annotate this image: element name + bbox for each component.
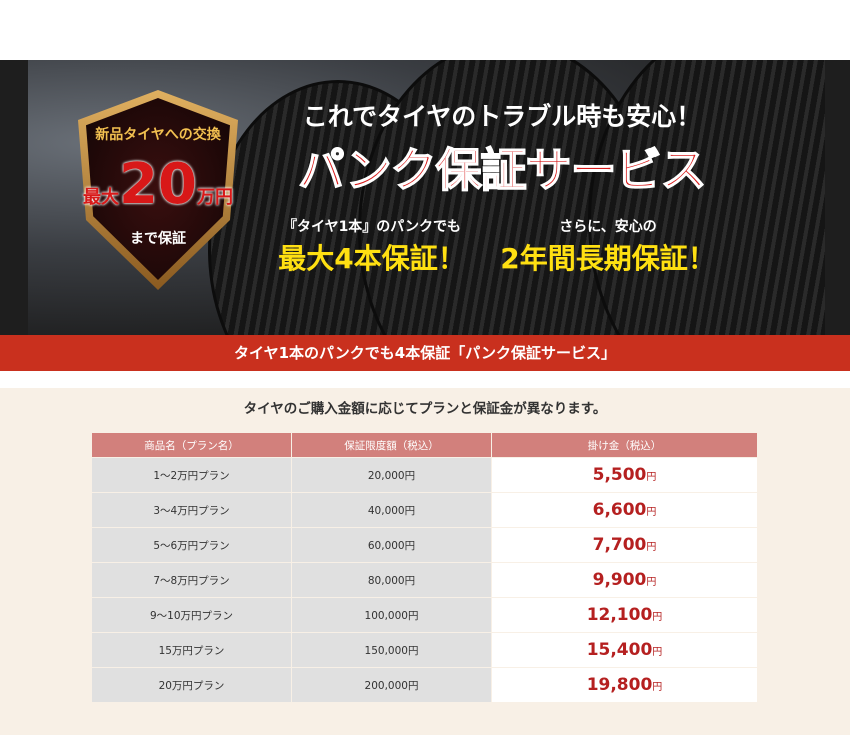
table-row: 20万円プラン 200,000円 19,800円 bbox=[91, 667, 758, 703]
tire-image bbox=[28, 60, 825, 335]
header-plan: 商品名（プラン名） bbox=[91, 432, 292, 458]
badge-amount: 最大20万円 bbox=[83, 152, 233, 217]
plan-name: 7〜8万円プラン bbox=[91, 562, 292, 598]
limit: 100,000円 bbox=[291, 597, 492, 633]
table-row: 15万円プラン 150,000円 15,400円 bbox=[91, 632, 758, 668]
badge-bottom: まで保証 bbox=[130, 231, 186, 247]
table-row: 1〜2万円プラン 20,000円 5,500円 bbox=[91, 457, 758, 493]
point1-sub: 『タイヤ1本』のパンクでも bbox=[282, 219, 462, 235]
badge-top: 新品タイヤへの交換 bbox=[95, 127, 221, 143]
headline: これでタイヤのトラブル時も安心！ bbox=[302, 102, 702, 131]
limit: 40,000円 bbox=[291, 492, 492, 528]
plan-name: 1〜2万円プラン bbox=[91, 457, 292, 493]
plan-name: 3〜4万円プラン bbox=[91, 492, 292, 528]
section-heading: タイヤ1本のパンクでも4本保証「パンク保証サービス」 bbox=[0, 335, 850, 371]
fee: 7,700円 bbox=[491, 527, 758, 563]
point1-main: 最大4本保証！ bbox=[278, 242, 466, 275]
header-limit: 保証限度額（税込） bbox=[291, 432, 492, 458]
table-row: 5〜6万円プラン 60,000円 7,700円 bbox=[91, 527, 758, 563]
plan-name: 9〜10万円プラン bbox=[91, 597, 292, 633]
banner-title: パンク保証サービス bbox=[298, 142, 708, 198]
fee: 5,500円 bbox=[491, 457, 758, 493]
limit: 80,000円 bbox=[291, 562, 492, 598]
table-row: 3〜4万円プラン 40,000円 6,600円 bbox=[91, 492, 758, 528]
fee: 9,900円 bbox=[491, 562, 758, 598]
fee: 6,600円 bbox=[491, 492, 758, 528]
header-fee: 掛け金（税込） bbox=[491, 432, 758, 458]
plan-table: 商品名（プラン名） 保証限度額（税込） 掛け金（税込） 1〜2万円プラン 20,0… bbox=[91, 432, 758, 703]
fee: 19,800円 bbox=[491, 667, 758, 703]
table-row: 9〜10万円プラン 100,000円 12,100円 bbox=[91, 597, 758, 633]
fee: 15,400円 bbox=[491, 632, 758, 668]
plan-name: 5〜6万円プラン bbox=[91, 527, 292, 563]
limit: 20,000円 bbox=[291, 457, 492, 493]
limit: 150,000円 bbox=[291, 632, 492, 668]
limit: 60,000円 bbox=[291, 527, 492, 563]
hero-banner: 新品タイヤへの交換 最大20万円 まで保証 これでタイヤのトラブル時も安心！ パ… bbox=[0, 60, 850, 335]
point2-main: 2年間長期保証！ bbox=[500, 242, 716, 275]
point2-sub: さらに、安心の bbox=[559, 219, 657, 235]
plan-name: 20万円プラン bbox=[91, 667, 292, 703]
fee: 12,100円 bbox=[491, 597, 758, 633]
limit: 200,000円 bbox=[291, 667, 492, 703]
table-row: 7〜8万円プラン 80,000円 9,900円 bbox=[91, 562, 758, 598]
lead-text: タイヤのご購入金額に応じてプランと保証金が異なります。 bbox=[243, 401, 607, 417]
plan-name: 15万円プラン bbox=[91, 632, 292, 668]
